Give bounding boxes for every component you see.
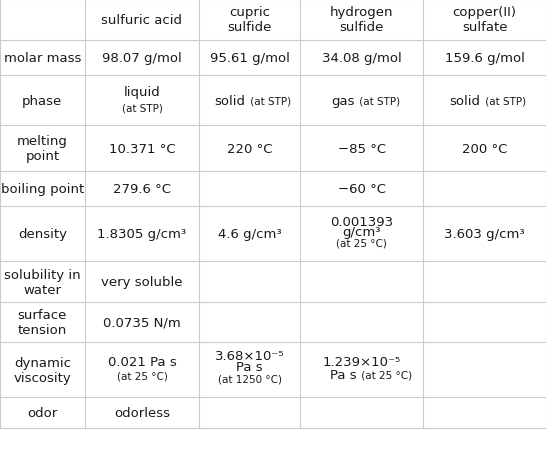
Text: (at STP): (at STP): [247, 96, 291, 106]
Text: Pa s: Pa s: [236, 360, 263, 373]
Text: (at 25 °C): (at 25 °C): [358, 370, 412, 380]
Text: −60 °C: −60 °C: [338, 183, 385, 196]
Text: 95.61 g/mol: 95.61 g/mol: [210, 52, 290, 65]
Text: (at 1250 °C): (at 1250 °C): [218, 374, 282, 384]
Text: gas: gas: [331, 95, 355, 108]
Text: 4.6 g/cm³: 4.6 g/cm³: [218, 228, 282, 241]
Text: copper(II)
sulfate: copper(II) sulfate: [453, 6, 517, 34]
Text: solid: solid: [449, 95, 480, 108]
Text: solid: solid: [215, 95, 246, 108]
Text: 1.8305 g/cm³: 1.8305 g/cm³: [97, 228, 187, 241]
Text: sulfuric acid: sulfuric acid: [102, 14, 182, 27]
Text: 98.07 g/mol: 98.07 g/mol: [102, 52, 182, 65]
Text: 10.371 °C: 10.371 °C: [109, 142, 175, 155]
Text: 279.6 °C: 279.6 °C: [113, 183, 171, 196]
Text: odorless: odorless: [114, 407, 170, 419]
Text: very soluble: very soluble: [101, 276, 183, 288]
Text: Pa s: Pa s: [330, 368, 357, 381]
Text: 0.021 Pa s: 0.021 Pa s: [108, 355, 176, 368]
Text: 200 °C: 200 °C: [462, 142, 507, 155]
Text: 3.603 g/cm³: 3.603 g/cm³: [444, 228, 525, 241]
Text: dynamic
viscosity: dynamic viscosity: [14, 356, 71, 384]
Text: g/cm³: g/cm³: [342, 226, 381, 238]
Text: 1.239×10⁻⁵: 1.239×10⁻⁵: [323, 355, 401, 368]
Text: odor: odor: [27, 407, 57, 419]
Text: 159.6 g/mol: 159.6 g/mol: [444, 52, 525, 65]
Text: 34.08 g/mol: 34.08 g/mol: [322, 52, 402, 65]
Text: cupric
sulfide: cupric sulfide: [228, 6, 272, 34]
Text: phase: phase: [22, 95, 62, 108]
Text: surface
tension: surface tension: [17, 308, 67, 337]
Text: (at 25 °C): (at 25 °C): [116, 371, 168, 381]
Text: solubility in
water: solubility in water: [4, 268, 81, 296]
Text: (at STP): (at STP): [482, 96, 526, 106]
Text: hydrogen
sulfide: hydrogen sulfide: [330, 6, 394, 34]
Text: 220 °C: 220 °C: [227, 142, 272, 155]
Text: boiling point: boiling point: [1, 183, 84, 196]
Text: 0.0735 N/m: 0.0735 N/m: [103, 316, 181, 329]
Text: molar mass: molar mass: [4, 52, 81, 65]
Text: melting
point: melting point: [17, 135, 68, 163]
Text: (at STP): (at STP): [357, 96, 400, 106]
Text: 3.68×10⁻⁵: 3.68×10⁻⁵: [215, 349, 284, 362]
Text: density: density: [18, 228, 67, 241]
Text: (at STP): (at STP): [122, 104, 162, 114]
Text: (at 25 °C): (at 25 °C): [336, 238, 387, 248]
Text: liquid: liquid: [123, 86, 161, 99]
Text: −85 °C: −85 °C: [337, 142, 386, 155]
Text: 0.001393: 0.001393: [330, 216, 393, 228]
